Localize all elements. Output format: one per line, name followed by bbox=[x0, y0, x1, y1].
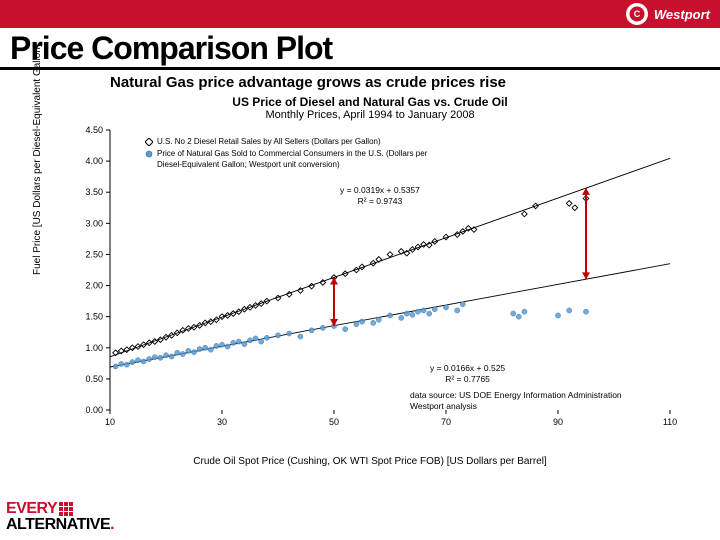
svg-text:0.00: 0.00 bbox=[85, 405, 103, 415]
svg-text:3.00: 3.00 bbox=[85, 218, 103, 228]
svg-text:10: 10 bbox=[105, 417, 115, 427]
svg-text:50: 50 bbox=[329, 417, 339, 427]
header-logo: C Westport bbox=[626, 3, 710, 25]
legend: U.S. No 2 Diesel Retail Sales by All Sel… bbox=[145, 137, 437, 172]
svg-text:1.00: 1.00 bbox=[85, 343, 103, 353]
page-title: Price Comparison Plot bbox=[10, 30, 710, 67]
svg-text:1.50: 1.50 bbox=[85, 312, 103, 322]
footer-logo: EVERY ALTERNATIVE. bbox=[6, 502, 114, 534]
svg-text:110: 110 bbox=[663, 417, 677, 427]
trendline-eq-gas: y = 0.0166x + 0.525 R² = 0.7765 bbox=[430, 363, 505, 384]
cummins-logo-icon: C bbox=[626, 3, 648, 25]
legend-item-gas: Price of Natural Gas Sold to Commercial … bbox=[145, 149, 437, 170]
title-area: Price Comparison Plot bbox=[0, 28, 720, 70]
svg-text:2.50: 2.50 bbox=[85, 249, 103, 259]
y-axis-label: Fuel Price [US Dollars per Diesel-Equiva… bbox=[32, 44, 43, 275]
legend-item-diesel: U.S. No 2 Diesel Retail Sales by All Sel… bbox=[145, 137, 437, 147]
circle-icon bbox=[145, 150, 153, 158]
chart-title: US Price of Diesel and Natural Gas vs. C… bbox=[60, 95, 680, 109]
brand-name: Westport bbox=[654, 7, 710, 22]
header-bar: C Westport bbox=[0, 0, 720, 28]
diamond-outline-icon bbox=[145, 138, 153, 146]
svg-text:30: 30 bbox=[217, 417, 227, 427]
svg-text:3.50: 3.50 bbox=[85, 187, 103, 197]
chart-subtitle: Monthly Prices, April 1994 to January 20… bbox=[60, 109, 680, 121]
legend-label: U.S. No 2 Diesel Retail Sales by All Sel… bbox=[157, 137, 381, 147]
svg-text:70: 70 bbox=[441, 417, 451, 427]
trendline-eq-diesel: y = 0.0319x + 0.5357 R² = 0.9743 bbox=[340, 185, 420, 206]
svg-text:90: 90 bbox=[553, 417, 563, 427]
svg-text:0.50: 0.50 bbox=[85, 374, 103, 384]
chart-container: US Price of Diesel and Natural Gas vs. C… bbox=[60, 95, 680, 465]
subtitle: Natural Gas price advantage grows as cru… bbox=[0, 70, 720, 95]
svg-text:C: C bbox=[634, 9, 641, 19]
svg-text:4.00: 4.00 bbox=[85, 156, 103, 166]
grid-icon bbox=[59, 502, 73, 516]
legend-label: Price of Natural Gas Sold to Commercial … bbox=[157, 149, 437, 170]
svg-text:2.00: 2.00 bbox=[85, 281, 103, 291]
svg-text:4.50: 4.50 bbox=[85, 125, 103, 135]
x-axis-label: Crude Oil Spot Price (Cushing, OK WTI Sp… bbox=[60, 456, 680, 467]
data-source: data source: US DOE Energy Information A… bbox=[410, 390, 622, 411]
